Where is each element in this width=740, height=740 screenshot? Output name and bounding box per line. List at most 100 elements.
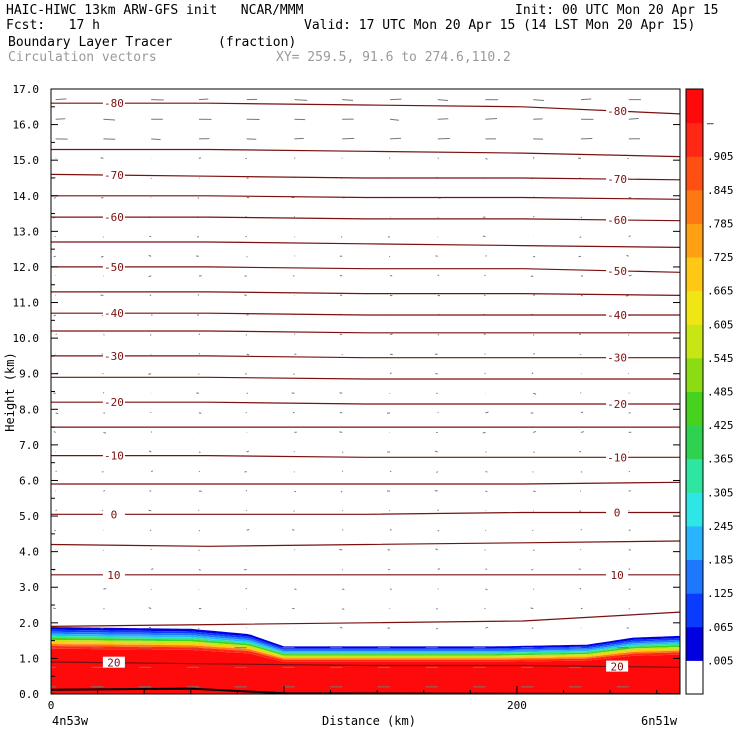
circulation-vector bbox=[342, 588, 345, 591]
contour-label: -20 bbox=[104, 396, 124, 409]
circulation-vector bbox=[389, 528, 392, 531]
circulation-vector bbox=[580, 294, 583, 297]
colorbar-label: .005 bbox=[707, 654, 734, 667]
y-tick-label: 0.0 bbox=[19, 688, 39, 701]
circulation-vector bbox=[340, 236, 343, 238]
contour-label: -60 bbox=[607, 214, 627, 227]
colorbar-label: .425 bbox=[707, 419, 734, 432]
temperature-contours: -80 -80 -70 -70 -60 -60 -50 -50 -40 -40 -30 -30 -20 -… bbox=[51, 97, 680, 674]
y-tick-label: 11.0 bbox=[13, 297, 40, 310]
tracer-band bbox=[51, 646, 680, 662]
circulation-vector bbox=[55, 412, 59, 415]
contour-label: -80 bbox=[104, 97, 124, 110]
circulation-vector bbox=[530, 275, 534, 278]
contour-label-bg bbox=[606, 397, 629, 409]
colorbar-swatch bbox=[686, 257, 703, 292]
contour-line bbox=[51, 241, 680, 248]
colorbar-swatch bbox=[686, 492, 703, 527]
circulation-vector bbox=[151, 138, 161, 141]
contour-label-bg bbox=[102, 169, 125, 181]
circulation-vector bbox=[53, 255, 56, 258]
y-tick-label: 14.0 bbox=[13, 190, 40, 203]
y-tick-label: 8.0 bbox=[19, 403, 39, 416]
circulation-vector bbox=[386, 412, 391, 414]
circulation-vector bbox=[435, 627, 438, 630]
y-axis-label: Height (km) bbox=[3, 352, 17, 431]
circulation-vector bbox=[246, 529, 250, 531]
contour-label-bg bbox=[102, 449, 125, 461]
contour-line bbox=[51, 291, 680, 296]
circulation-vector bbox=[626, 254, 629, 257]
circulation-vector bbox=[530, 607, 534, 610]
circulation-vector bbox=[246, 450, 249, 453]
circulation-vector bbox=[294, 99, 308, 101]
circulation-vector bbox=[580, 471, 583, 473]
y-tick-label: 12.0 bbox=[13, 261, 40, 274]
colorbar-label: – bbox=[707, 117, 714, 130]
circulation-vector bbox=[150, 470, 154, 473]
contour-label-bg bbox=[606, 451, 629, 463]
circulation-vector bbox=[485, 490, 488, 493]
y-tick-label: 7.0 bbox=[19, 439, 39, 452]
circulation-vector bbox=[148, 450, 152, 453]
circulation-vector bbox=[55, 509, 57, 512]
circulation-vector bbox=[389, 353, 393, 356]
circulation-vector bbox=[148, 373, 152, 375]
tracer-band bbox=[51, 633, 680, 653]
contour-label-bg bbox=[102, 260, 125, 272]
y-tick-label: 2.0 bbox=[19, 617, 39, 630]
circulation-vector bbox=[292, 411, 295, 414]
y-tick-label: 16.0 bbox=[13, 119, 40, 132]
circulation-vector bbox=[245, 509, 248, 512]
circulation-vector bbox=[198, 98, 209, 101]
circulation-vector bbox=[100, 255, 104, 258]
circulation-vector bbox=[198, 451, 201, 454]
circulation-vector bbox=[485, 568, 488, 570]
contour-line bbox=[51, 312, 680, 316]
field-units: (fraction) bbox=[218, 35, 297, 50]
y-tick-label: 13.0 bbox=[13, 225, 40, 238]
circulation-vector bbox=[197, 294, 200, 296]
contour-label: 10 bbox=[107, 569, 120, 582]
contour-label: 10 bbox=[610, 569, 623, 582]
colorbar-label: .245 bbox=[707, 520, 734, 533]
circulation-vector bbox=[53, 314, 56, 317]
colorbar-swatch bbox=[686, 458, 703, 493]
circulation-vector bbox=[389, 98, 402, 101]
tracer-band bbox=[51, 644, 680, 660]
colorbar-swatch bbox=[686, 593, 703, 628]
tracer-field bbox=[51, 627, 680, 694]
contour-line bbox=[51, 611, 680, 627]
colorbar-swatch bbox=[686, 156, 703, 191]
contour-label: -50 bbox=[104, 261, 124, 274]
circulation-vector bbox=[339, 431, 343, 433]
circulation-vector bbox=[100, 157, 104, 159]
contour-label-bg bbox=[606, 308, 629, 320]
circulation-vector bbox=[437, 509, 440, 512]
contour-line bbox=[51, 148, 680, 158]
circulation-vector bbox=[578, 568, 582, 570]
contour-line bbox=[51, 355, 680, 359]
circulation-vector bbox=[388, 255, 391, 258]
tracer-band bbox=[51, 637, 680, 656]
circulation-vector bbox=[532, 215, 535, 218]
circulation-vector bbox=[533, 255, 536, 258]
colorbar-swatch bbox=[686, 626, 703, 661]
circulation-vector bbox=[148, 626, 152, 629]
colorbar-label: .845 bbox=[707, 184, 734, 197]
init-time: Init: 00 UTC Mon 20 Apr 15 bbox=[515, 3, 719, 18]
circulation-vector bbox=[103, 489, 106, 492]
circulation-vector bbox=[482, 235, 486, 238]
circulation-vector bbox=[532, 549, 535, 552]
circulation-vector bbox=[437, 118, 449, 120]
circulation-vector bbox=[341, 529, 344, 531]
circulation-vector bbox=[55, 470, 57, 472]
circulation-vector bbox=[434, 490, 438, 492]
circulation-vector bbox=[437, 411, 439, 414]
tracer-band bbox=[51, 627, 680, 649]
circulation-vector bbox=[148, 254, 152, 257]
circulation-vector bbox=[485, 118, 498, 120]
tracer-band bbox=[51, 635, 680, 655]
circulation-vector bbox=[532, 334, 535, 336]
contour-line bbox=[51, 661, 680, 668]
